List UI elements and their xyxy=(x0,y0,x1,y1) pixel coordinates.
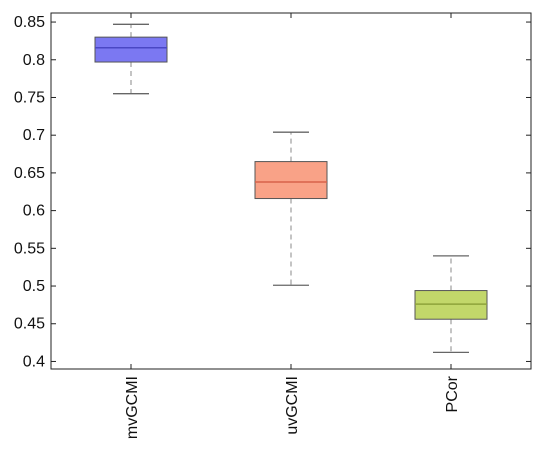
y-tick-label: 0.7 xyxy=(23,127,45,144)
box-series xyxy=(94,23,488,354)
x-category-label: PCor xyxy=(444,375,461,412)
y-tick-label: 0.6 xyxy=(23,203,45,220)
y-tick-label: 0.45 xyxy=(14,316,45,333)
y-tick-label: 0.55 xyxy=(14,240,45,257)
x-category-label: mvGCMI xyxy=(124,376,141,439)
box-iqr xyxy=(254,161,328,200)
y-tick-label: 0.85 xyxy=(14,14,45,31)
box-iqr xyxy=(94,36,168,63)
y-tick-label: 0.65 xyxy=(14,165,45,182)
y-axis: 0.4 0.45 0.5 0.55 0.6 0.65 0.7 0.75 0.8 0.85 xyxy=(14,14,531,370)
box-mvgcmi xyxy=(94,23,168,95)
y-tick-label: 0.4 xyxy=(23,353,45,370)
x-category-label: uvGCMI xyxy=(284,376,301,435)
box-uvgcmi xyxy=(254,131,328,286)
y-tick-label: 0.8 xyxy=(23,52,45,69)
y-tick-label: 0.5 xyxy=(23,278,45,295)
x-axis: mvGCMI uvGCMI PCor xyxy=(124,13,461,439)
box-iqr xyxy=(414,290,488,320)
y-tick-label: 0.75 xyxy=(14,89,45,106)
box-pcor xyxy=(414,255,488,354)
